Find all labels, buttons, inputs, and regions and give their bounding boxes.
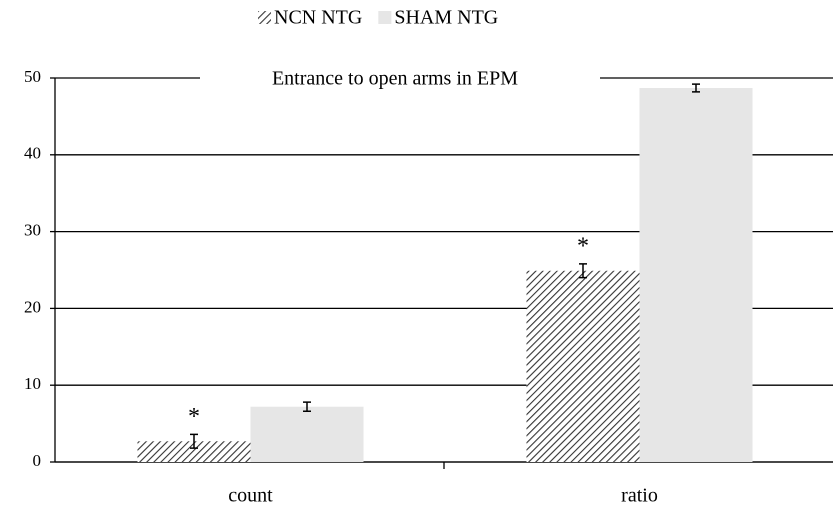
x-tick-label: ratio <box>621 485 658 507</box>
chart-title: Entrance to open arms in EPM <box>272 68 518 90</box>
bar <box>526 270 640 462</box>
bar <box>137 441 251 462</box>
error-bar <box>692 83 700 93</box>
legend-label: SHAM NTG <box>394 7 498 29</box>
y-tick-label: 0 <box>33 451 42 470</box>
bar <box>250 406 364 462</box>
error-bar <box>190 433 198 449</box>
legend: NCN NTG SHAM NTG <box>258 7 498 29</box>
title-background <box>200 64 600 92</box>
error-bar <box>579 263 587 279</box>
legend-swatch <box>258 11 271 24</box>
y-tick-label: 30 <box>24 221 41 240</box>
significance-mark: * <box>577 233 589 259</box>
y-tick-label: 40 <box>24 144 41 163</box>
y-tick-label: 20 <box>24 297 41 316</box>
legend-swatch <box>378 11 392 24</box>
legend-label: NCN NTG <box>274 7 362 29</box>
y-tick-label: 10 <box>24 374 41 393</box>
significance-mark: * <box>188 404 200 430</box>
x-tick-label: count <box>228 485 273 507</box>
bar <box>639 87 753 462</box>
y-tick-label: 50 <box>24 67 41 86</box>
error-bar <box>303 401 311 413</box>
